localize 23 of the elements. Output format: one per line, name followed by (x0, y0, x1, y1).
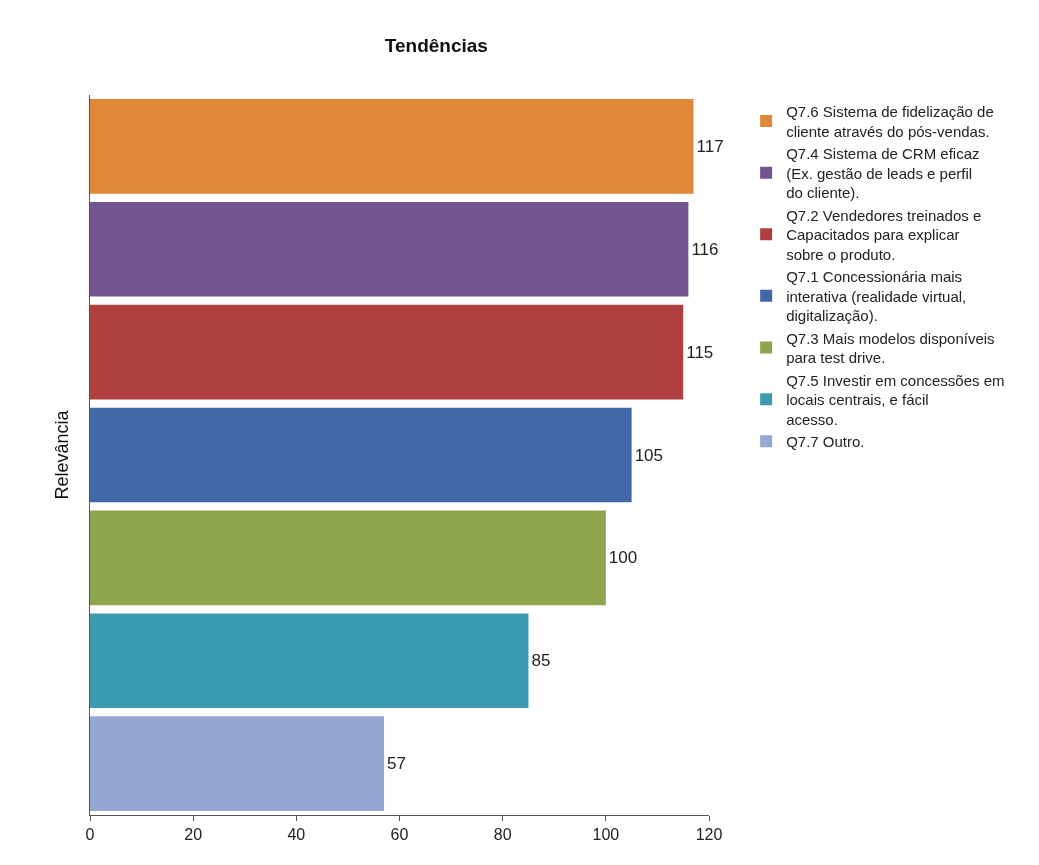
data-label: 117 (696, 136, 724, 156)
data-label: 57 (387, 754, 406, 774)
data-label: 115 (686, 342, 714, 362)
x-tick-label: 20 (184, 826, 203, 844)
data-label: 105 (634, 445, 664, 465)
data-label: 85 (531, 651, 551, 671)
legend-label: Q7.5 Investir em concessões em locais centrais, e fácil acesso. (786, 371, 1005, 428)
legend-label: Q7.4 Sistema de CRM eficaz (Ex. gestão de leads e perfil do cliente). (786, 145, 980, 202)
legend-label: Q7.7 Outro. (786, 433, 865, 451)
x-tick-label: 40 (287, 826, 306, 844)
legend-label: Q7.6 Sistema de fidelização de cliente através do pós-vendas. (786, 103, 994, 140)
x-tick-label: 0 (85, 826, 95, 844)
x-tick-label: 120 (695, 826, 723, 844)
data-label: 116 (691, 239, 719, 259)
legend-label: Q7.3 Mais modelos disponíveis para test drive. (786, 329, 995, 367)
chart-title: Tendências (384, 35, 488, 57)
data-label: 100 (608, 548, 638, 568)
legend-label: Q7.1 Concessionária mais interativa (realidade virtual, digitalização). (786, 268, 967, 325)
x-tick-label: 100 (592, 826, 620, 844)
legend-label: Q7.2 Vendedores treinados e Capacitados para explicar sobre o produto. (786, 206, 982, 263)
x-tick-label: 80 (493, 826, 512, 844)
y-axis-title: Relevância (52, 409, 73, 500)
x-tick-label: 60 (390, 826, 409, 844)
